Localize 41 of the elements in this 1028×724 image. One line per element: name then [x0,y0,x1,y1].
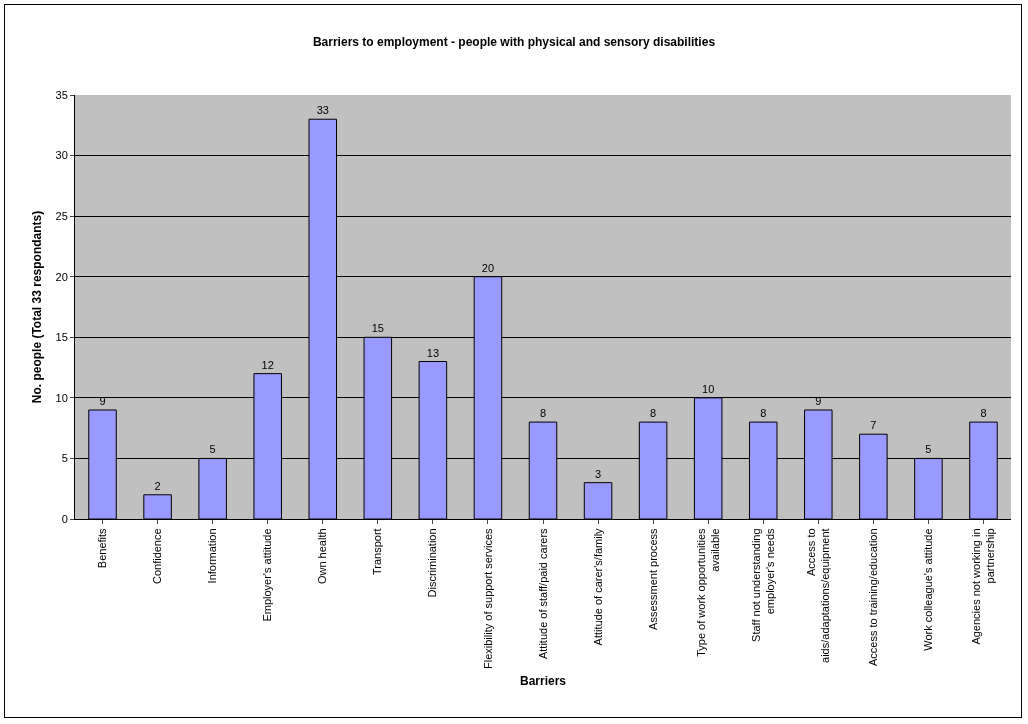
y-axis-title: No. people (Total 33 respondants) [30,210,44,404]
x-axis-title: Barriers [519,673,567,688]
x-tick-label: Agencies not working in partnership [969,528,997,645]
data-label: 8 [980,407,987,420]
data-label: 2 [154,479,161,492]
x-tick-label: Flexibility of support services [481,527,494,670]
y-tick-label: 25 [55,209,68,222]
data-label: 12 [261,358,274,371]
x-tick-label: Employer's attitude [261,528,274,622]
data-label: 8 [650,407,657,420]
data-label: 5 [209,443,216,456]
chart-title: Barriers to employment - people with physical and sensory disabilities [312,34,716,49]
x-tick-label: Assessment process [646,527,659,630]
y-tick-label: 10 [55,391,68,404]
x-tick-label: Attitude of staff/paid carers [536,527,549,660]
data-label: 8 [539,407,547,420]
data-label: 10 [702,382,715,395]
y-tick-label: 5 [61,452,68,465]
x-tick-label: Attitude of carer's/family [591,527,604,646]
y-tick-label: 20 [55,270,68,283]
x-tick-label: Confidence [151,528,164,585]
data-label: 5 [925,443,932,456]
x-tick-label: Work colleague's attitude [921,528,934,651]
x-tick-label: Type of work opportunities available [694,527,721,657]
data-label: 15 [371,322,384,335]
data-label: 20 [481,261,495,274]
x-tick-label: Own health [316,528,329,585]
x-tick-label: Information [206,528,219,584]
y-tick-label: 35 [55,88,68,101]
data-label: 7 [870,419,877,432]
data-label: 33 [316,104,329,117]
x-tick-label: Discrimination [426,528,439,598]
data-label: 13 [426,346,440,359]
data-label: 3 [594,467,602,480]
x-tick-label: Transport [371,528,384,576]
y-tick-label: 30 [55,149,68,162]
x-tick-label: Access to training/education [866,528,879,666]
data-label: 8 [760,407,767,420]
y-tick-label: 15 [55,331,68,344]
x-tick-label: Benefits [96,527,109,569]
y-tick-label: 0 [61,512,68,525]
